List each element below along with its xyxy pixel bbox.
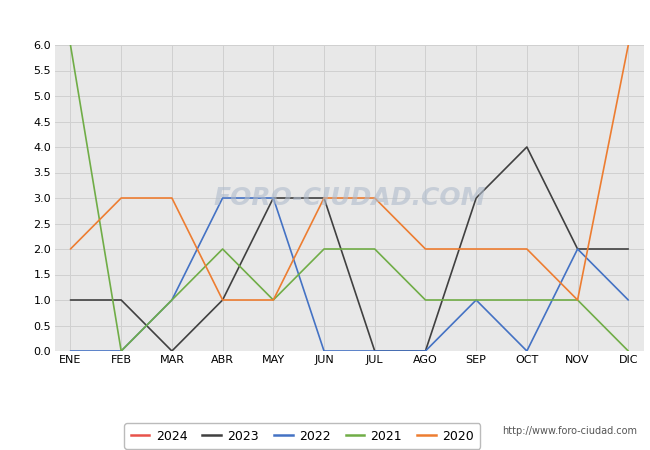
Line: 2023: 2023 <box>70 147 629 351</box>
2023 <box>320 195 328 201</box>
2022 <box>117 348 125 354</box>
2021 <box>422 297 430 303</box>
2021 <box>625 348 632 354</box>
2020 <box>218 297 226 303</box>
2022 <box>269 195 277 201</box>
Legend: 2024, 2023, 2022, 2021, 2020: 2024, 2023, 2022, 2021, 2020 <box>124 423 480 449</box>
2021 <box>473 297 480 303</box>
2022 <box>371 348 379 354</box>
2023 <box>422 348 430 354</box>
2022 <box>625 297 632 303</box>
2020 <box>269 297 277 303</box>
2020 <box>371 195 379 201</box>
Text: FORO-CIUDAD.COM: FORO-CIUDAD.COM <box>213 186 486 210</box>
2023 <box>218 297 226 303</box>
Line: 2022: 2022 <box>70 198 629 351</box>
2021 <box>218 246 226 252</box>
2023 <box>371 348 379 354</box>
2022 <box>168 297 176 303</box>
2022 <box>218 195 226 201</box>
2023 <box>473 195 480 201</box>
Line: 2020: 2020 <box>70 45 629 300</box>
2020 <box>320 195 328 201</box>
2023 <box>625 246 632 252</box>
2020 <box>574 297 582 303</box>
2020 <box>473 246 480 252</box>
2020 <box>66 246 74 252</box>
2023 <box>523 144 531 150</box>
Text: http://www.foro-ciudad.com: http://www.foro-ciudad.com <box>502 427 637 436</box>
2022 <box>66 348 74 354</box>
Text: Matriculaciones de Vehiculos en Garrigàs: Matriculaciones de Vehiculos en Garrigàs <box>154 9 496 27</box>
2020 <box>523 246 531 252</box>
2021 <box>574 297 582 303</box>
2023 <box>117 297 125 303</box>
2020 <box>117 195 125 201</box>
2020 <box>625 42 632 48</box>
2023 <box>269 195 277 201</box>
2020 <box>168 195 176 201</box>
2022 <box>574 246 582 252</box>
2022 <box>320 348 328 354</box>
2023 <box>168 348 176 354</box>
Line: 2021: 2021 <box>70 45 629 351</box>
2023 <box>574 246 582 252</box>
2023 <box>66 297 74 303</box>
2021 <box>371 246 379 252</box>
2021 <box>523 297 531 303</box>
2022 <box>523 348 531 354</box>
2021 <box>320 246 328 252</box>
2021 <box>168 297 176 303</box>
2022 <box>422 348 430 354</box>
2020 <box>422 246 430 252</box>
2021 <box>269 297 277 303</box>
2022 <box>473 297 480 303</box>
2021 <box>66 42 74 48</box>
2021 <box>117 348 125 354</box>
